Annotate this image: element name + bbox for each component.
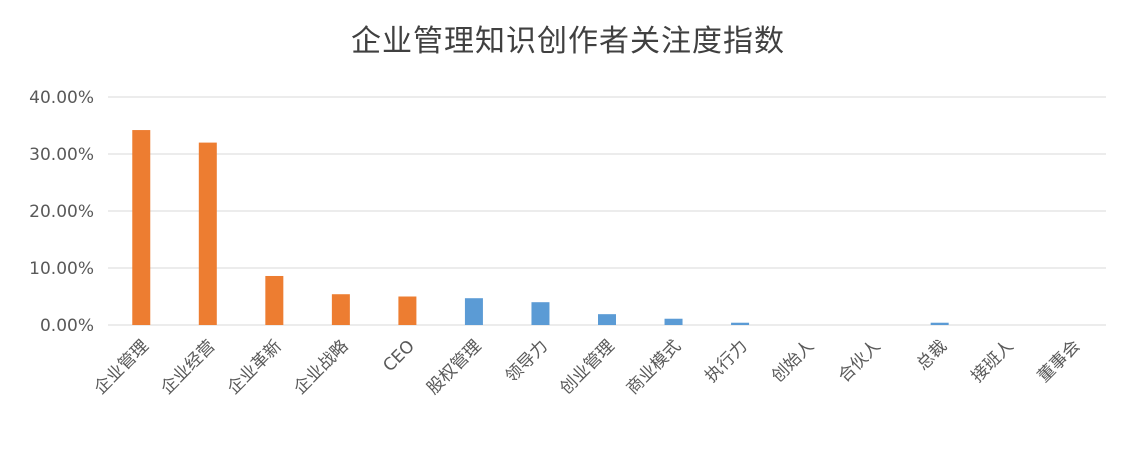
bar xyxy=(331,294,350,325)
bar xyxy=(930,322,949,325)
x-category-label: 合伙人 xyxy=(834,336,884,386)
x-category-label: 领导力 xyxy=(502,336,552,386)
bar xyxy=(531,302,550,325)
x-category-label: 创业管理 xyxy=(556,336,618,398)
bars xyxy=(132,130,949,325)
x-category-label: 企业革新 xyxy=(224,336,286,398)
x-category-label: 执行力 xyxy=(701,336,751,386)
bar xyxy=(664,318,683,325)
y-tick-label: 0.00% xyxy=(40,316,94,336)
bar xyxy=(598,314,616,325)
x-category-label: 企业管理 xyxy=(91,336,153,398)
x-category-label: 企业经营 xyxy=(157,336,219,398)
y-tick-label: 10.00% xyxy=(29,259,94,279)
bar xyxy=(198,142,217,325)
x-category-label: 企业战略 xyxy=(290,336,352,398)
bar xyxy=(265,275,284,325)
y-axis-tick-labels: 0.00% 10.00% 20.00% 30.00% 40.00% xyxy=(29,88,94,336)
x-category-label: 股权管理 xyxy=(423,336,485,398)
x-category-label: 接班人 xyxy=(968,336,1018,386)
y-tick-label: 20.00% xyxy=(29,202,94,222)
x-axis-category-labels: 企业管理 企业经营 企业革新 企业战略 CEO 股权管理 领导力 创业管理 商业模式 执行力 创始人… xyxy=(91,336,1085,398)
y-tick-label: 40.00% xyxy=(29,88,94,108)
chart-title: 企业管理知识创作者关注度指数 xyxy=(351,24,785,59)
bar xyxy=(464,298,483,325)
grid-lines xyxy=(108,96,1106,326)
x-category-label: CEO xyxy=(379,336,419,376)
bar xyxy=(398,296,417,325)
x-category-label: 董事会 xyxy=(1034,336,1084,386)
x-category-label: 总裁 xyxy=(913,336,951,374)
bar xyxy=(731,322,750,325)
y-tick-label: 30.00% xyxy=(29,145,94,165)
x-category-label: 商业模式 xyxy=(623,336,685,398)
x-category-label: 创始人 xyxy=(768,336,818,386)
bar xyxy=(132,130,151,325)
